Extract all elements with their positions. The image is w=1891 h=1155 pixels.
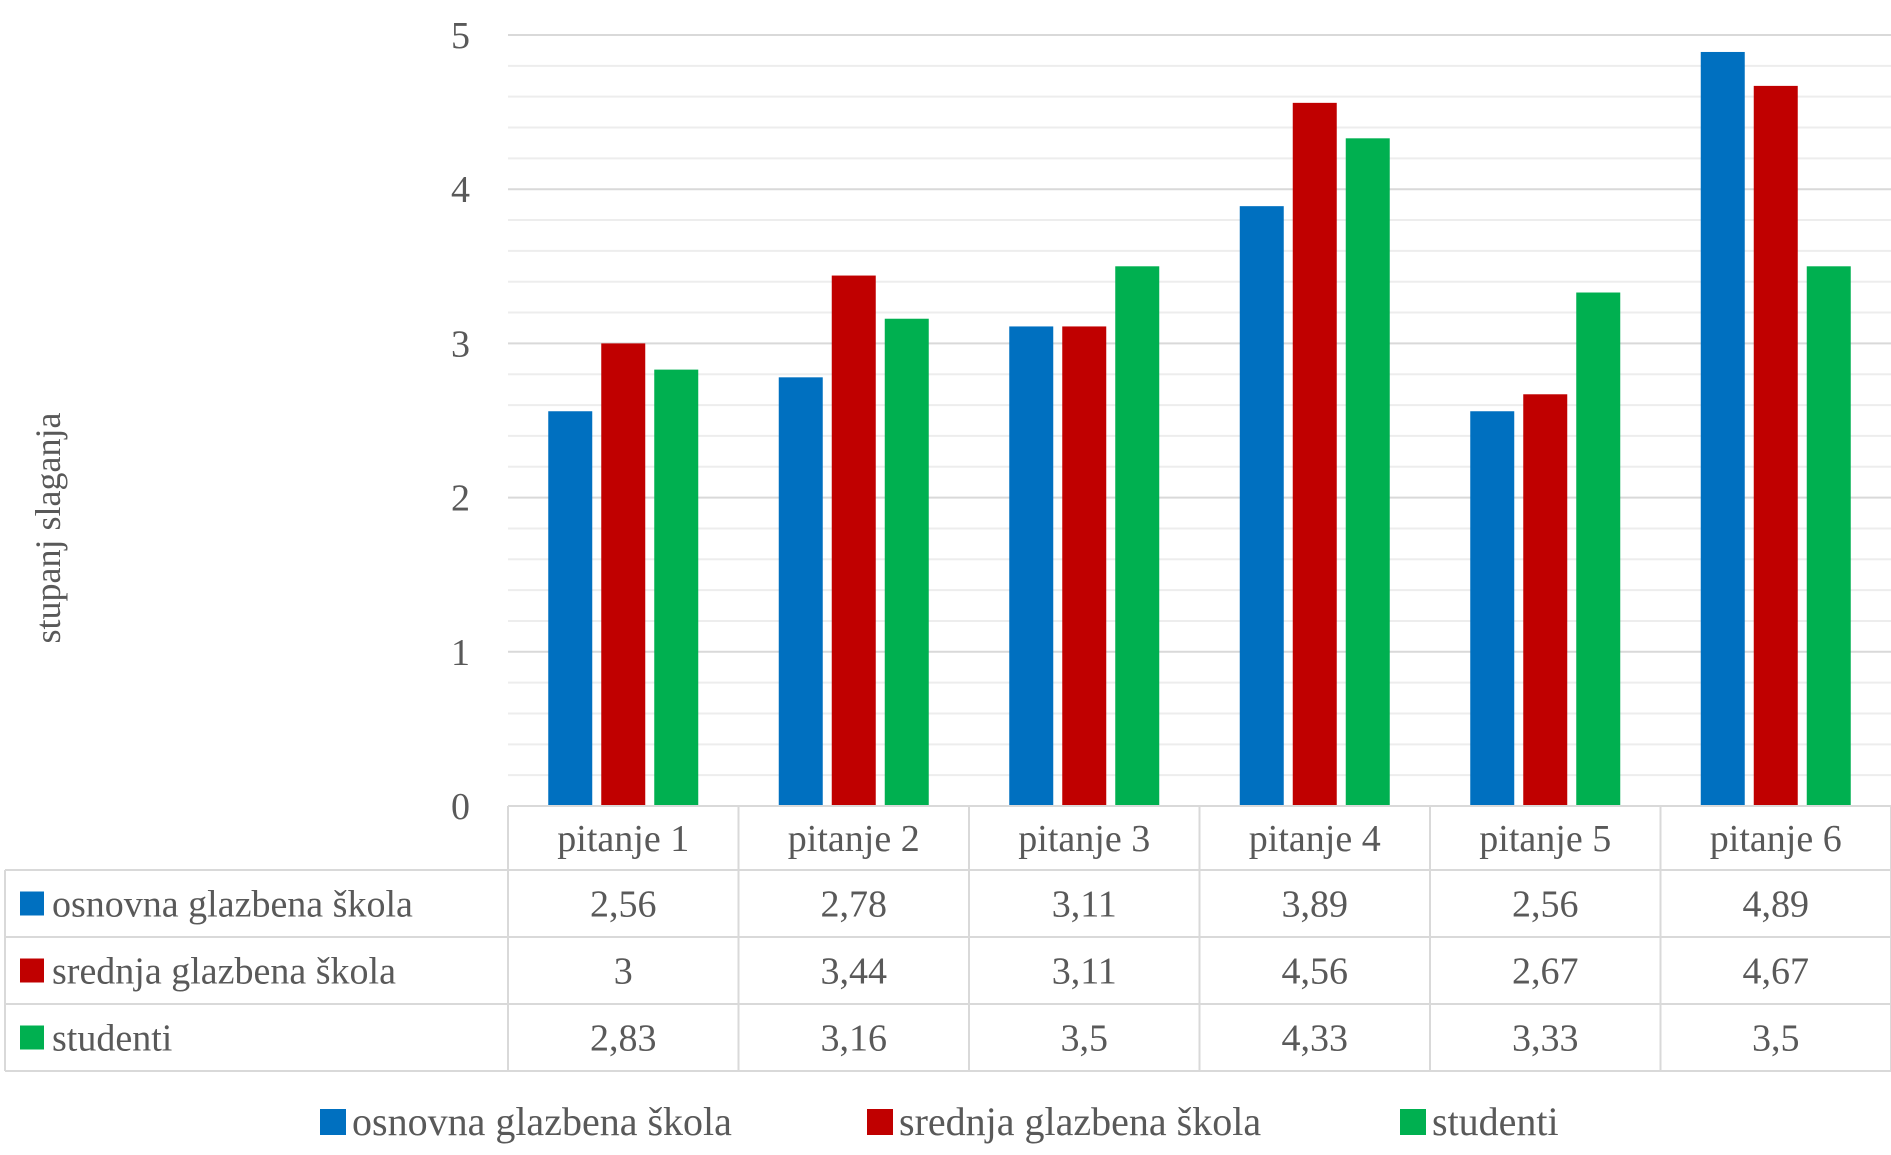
category-label: pitanje 3 <box>1018 818 1150 860</box>
y-tick-label: 3 <box>451 323 470 365</box>
table-series-name: osnovna glazbena škola <box>52 884 413 926</box>
table-value: 2,56 <box>590 884 657 926</box>
table-value: 3 <box>614 951 633 993</box>
table-value: 4,33 <box>1282 1018 1349 1060</box>
data-table: pitanje 1 pitanje 2 pitanje 3 pitanje 4 pita… <box>4 805 1891 1072</box>
y-axis-ticks: 0 1 2 3 4 5 <box>451 15 470 828</box>
category-label: pitanje 1 <box>557 818 689 860</box>
table-value: 2,67 <box>1512 951 1579 993</box>
minor-gridlines <box>508 64 1891 777</box>
bar <box>1239 206 1284 807</box>
legend-key <box>867 1109 893 1135</box>
bar <box>548 411 593 806</box>
legend-key <box>1400 1109 1426 1135</box>
bar <box>1292 102 1337 806</box>
table-value: 3,11 <box>1052 951 1117 993</box>
bar <box>884 318 929 806</box>
table-value: 3,16 <box>821 1018 888 1060</box>
table-series-name: studenti <box>52 1018 172 1060</box>
bar <box>778 377 823 806</box>
major-gridlines <box>508 34 1891 807</box>
y-tick-label: 2 <box>451 478 470 520</box>
table-value: 3,11 <box>1052 884 1117 926</box>
bar <box>654 369 699 806</box>
bars <box>548 51 1851 807</box>
legend-label: osnovna glazbena škola <box>352 1099 732 1144</box>
bar <box>1753 85 1798 807</box>
table-value: 2,83 <box>590 1018 657 1060</box>
table-value: 3,33 <box>1512 1018 1579 1060</box>
legend: osnovna glazbena škola srednja glazbena š… <box>320 1099 1559 1144</box>
category-label: pitanje 6 <box>1710 818 1842 860</box>
legend-label: srednja glazbena škola <box>899 1099 1261 1144</box>
y-tick-label: 4 <box>451 169 470 211</box>
legend-label: studenti <box>1432 1099 1559 1144</box>
bar <box>1523 394 1568 806</box>
table-value: 2,56 <box>1512 884 1579 926</box>
table-series-name: srednja glazbena škola <box>52 951 396 993</box>
bar <box>1115 266 1160 806</box>
table-value: 3,44 <box>821 951 888 993</box>
legend-key <box>320 1109 346 1135</box>
table-value: 4,89 <box>1743 884 1810 926</box>
table-value: 4,67 <box>1743 951 1810 993</box>
y-tick-label: 0 <box>451 786 470 828</box>
table-value: 4,56 <box>1282 951 1349 993</box>
table-value: 3,5 <box>1061 1018 1109 1060</box>
table-value: 2,78 <box>821 884 888 926</box>
table-legend-key <box>20 1025 44 1050</box>
table-value: 3,5 <box>1752 1018 1800 1060</box>
table-legend-key <box>20 891 44 916</box>
bar <box>601 343 646 806</box>
table-legend-key <box>20 958 44 983</box>
bar <box>1345 138 1390 807</box>
y-axis-label: stupanj slaganja <box>28 413 68 644</box>
bar <box>831 275 876 806</box>
category-label: pitanje 5 <box>1479 818 1611 860</box>
bar <box>1700 51 1745 807</box>
bar <box>1470 411 1515 806</box>
y-tick-label: 5 <box>451 15 470 57</box>
table-value: 3,89 <box>1282 884 1349 926</box>
bar <box>1062 326 1107 806</box>
bar <box>1009 326 1054 806</box>
bar <box>1576 292 1621 806</box>
y-tick-label: 1 <box>451 632 470 674</box>
bar <box>1806 266 1851 806</box>
category-label: pitanje 4 <box>1249 818 1381 860</box>
category-label: pitanje 2 <box>788 818 920 860</box>
